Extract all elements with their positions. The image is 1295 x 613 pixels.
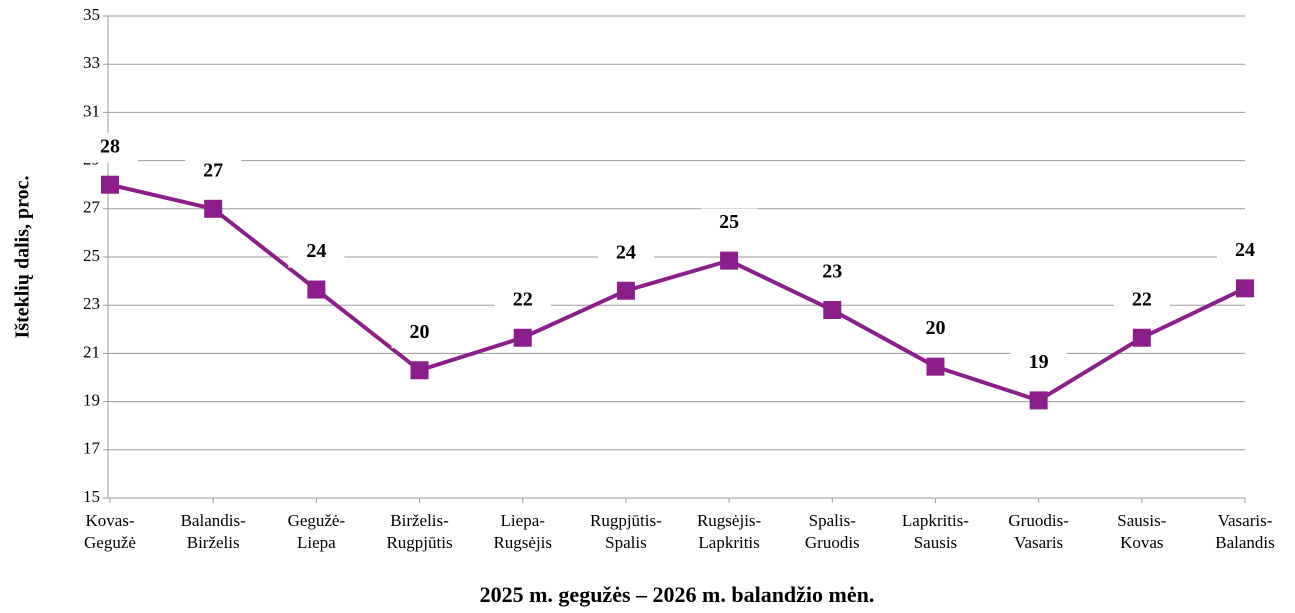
label-bg	[597, 238, 654, 269]
x-tick-label: Balandis	[1215, 533, 1275, 552]
x-tick-label: Gegužė	[84, 533, 136, 552]
marker	[307, 280, 326, 299]
x-tick-label: Liepa-	[501, 511, 546, 530]
marker	[823, 301, 842, 320]
marker	[926, 357, 945, 376]
label-bg	[391, 318, 448, 349]
marker	[1236, 279, 1254, 298]
x-tick-label: Spalis	[605, 533, 647, 552]
x-tick-label: Sausis	[914, 533, 957, 552]
label-bg	[1113, 285, 1170, 316]
label-bg	[185, 156, 242, 187]
label-bg	[907, 314, 964, 345]
x-tick-label: Spalis-	[809, 511, 857, 530]
x-tick-label: Liepa	[297, 533, 336, 552]
y-tick-label: 31	[83, 101, 100, 120]
label-bg	[82, 132, 138, 163]
marker	[410, 361, 429, 380]
line	[109, 182, 1246, 403]
x-tick-label: Rugsėjis	[493, 533, 552, 552]
data-label: 20	[925, 317, 945, 339]
data-label: 25	[719, 211, 739, 233]
x-tick-label: Sausis-	[1117, 511, 1166, 530]
y-tick-label: 27	[83, 198, 101, 217]
label-bg	[701, 208, 758, 239]
y-tick-label: 25	[83, 246, 100, 265]
x-tick-label: Gruodis-	[1008, 511, 1069, 530]
x-tick-label: Vasaris-	[1218, 511, 1273, 530]
y-tick-label: 19	[83, 391, 100, 410]
marker	[204, 199, 223, 218]
x-tick-label: Kovas-	[85, 511, 134, 530]
marker	[1029, 391, 1048, 410]
x-tick-label: Lapkritis	[698, 533, 759, 552]
data-label: 24	[306, 240, 326, 262]
x-tick-label: Gruodis	[805, 533, 860, 552]
label-bg	[804, 258, 861, 289]
x-tick-label: Lapkritis-	[902, 511, 969, 530]
data-label: 22	[1132, 288, 1152, 310]
label-bg	[288, 237, 345, 268]
data-label: 27	[203, 159, 223, 181]
data-label: 28	[100, 135, 120, 157]
y-tick-label: 21	[83, 342, 100, 361]
y-tick-label: 23	[83, 294, 100, 313]
label-bg	[494, 285, 551, 316]
y-tick-label: 33	[83, 53, 100, 72]
data-label: 22	[513, 288, 533, 310]
y-tick-label: 17	[83, 439, 101, 458]
label-bg	[1010, 348, 1067, 379]
x-tick-label: Birželis-	[390, 511, 449, 530]
marker	[1132, 328, 1151, 347]
data-label: 19	[1029, 351, 1049, 373]
marker	[720, 251, 739, 270]
marker	[513, 328, 532, 347]
x-tick-label: Kovas	[1120, 533, 1163, 552]
marker	[616, 281, 635, 300]
x-tick-label: Vasaris	[1014, 533, 1063, 552]
data-label: 20	[410, 321, 430, 343]
marker	[101, 175, 119, 194]
x-axis-title: 2025 m. gegužės – 2026 m. balandžio mėn.	[480, 582, 875, 607]
y-tick-label: 15	[83, 487, 100, 506]
y-axis-title: Išteklių dalis, proc.	[12, 176, 34, 339]
x-tick-label: Rugpjūtis-	[590, 511, 662, 530]
data-label: 23	[822, 261, 842, 283]
x-tick-label: Birželis	[187, 533, 240, 552]
y-tick-label: 35	[83, 5, 100, 24]
data-label: 24	[616, 241, 636, 263]
x-tick-label: Rugsėjis-	[697, 511, 762, 530]
data-label: 24	[1235, 239, 1255, 261]
x-tick-label: Gegužė-	[288, 511, 346, 530]
x-tick-label: Balandis-	[181, 511, 246, 530]
x-tick-label: Rugpjūtis	[386, 533, 452, 552]
label-bg	[1217, 236, 1273, 267]
